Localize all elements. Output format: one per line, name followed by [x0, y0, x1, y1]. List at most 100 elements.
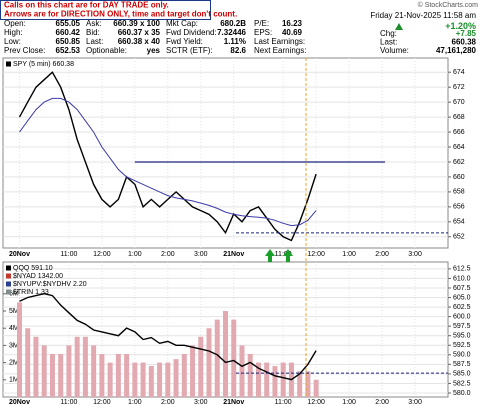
- legend-label: $NYAD 1342.00: [13, 273, 63, 280]
- x-tick-label: 21Nov: [223, 399, 244, 406]
- quote-value: 652.53: [56, 46, 81, 55]
- y2-tick-label: 4M: [9, 325, 19, 332]
- quote-label: Prev Close:: [4, 46, 45, 55]
- quote-value: yes: [147, 46, 161, 55]
- y-tick-label: 670: [453, 99, 465, 106]
- panel-frame: [2, 57, 449, 249]
- watermark: © StockCharts.com: [418, 1, 479, 9]
- volume-bar: [305, 371, 311, 397]
- volume-bar: [247, 354, 253, 397]
- volume-bar: [223, 311, 228, 397]
- y-tick-label: 587.5: [453, 361, 471, 368]
- quote-label: Next Earnings:: [254, 46, 306, 55]
- quote-label: Ask:: [86, 19, 102, 28]
- volume-bar: [91, 345, 97, 397]
- y-tick-label: 590.0: [453, 352, 471, 359]
- legend-swatch: [6, 61, 11, 67]
- up-triangle: [395, 23, 403, 30]
- volume-bar: [280, 362, 286, 397]
- quote-value: 660.42: [56, 28, 81, 37]
- volume-bar: [49, 354, 55, 397]
- x-tick-label: 1:00: [342, 399, 356, 406]
- legend-label: $TRIN 1.33: [13, 289, 49, 296]
- y-tick-label: 600.0: [453, 313, 471, 320]
- x-tick-label: 11:00: [275, 251, 292, 258]
- volume-bar: [206, 328, 212, 397]
- quote-value: 1.11%: [224, 37, 246, 46]
- y-tick-label: 656: [453, 204, 465, 211]
- quote-label: EPS:: [254, 28, 272, 37]
- volume-bar: [82, 336, 88, 397]
- volume-bar: [41, 345, 47, 397]
- volume-bar: [99, 354, 105, 397]
- y-tick-label: 674: [453, 69, 465, 76]
- quote-value: 660.39 x 100: [113, 19, 160, 28]
- legend-label: QQQ 591.10: [13, 265, 53, 272]
- x-tick-label: 20Nov: [9, 251, 30, 258]
- y-tick-label: 585.0: [453, 371, 471, 378]
- volume-bar: [165, 362, 171, 397]
- quote-label: Last:: [380, 38, 397, 47]
- quote-value: 16.23: [282, 19, 303, 28]
- x-tick-label: 1:00: [128, 251, 142, 258]
- volume-bar: [157, 362, 163, 397]
- x-tick-label: 11:00: [60, 399, 77, 406]
- x-tick-label: 2:00: [375, 251, 389, 258]
- x-tick-label: 1:00: [342, 251, 356, 258]
- quote-label: Mkt Cap:: [166, 19, 198, 28]
- y2-tick-label: 6M: [9, 291, 19, 298]
- volume-bar: [297, 371, 303, 397]
- x-tick-label: 2:00: [161, 399, 175, 406]
- quote-label: Low:: [4, 37, 21, 46]
- quote-value: 660.37 x 35: [118, 28, 161, 37]
- quote-value: 47,161,280: [436, 46, 477, 55]
- x-tick-label: 3:00: [194, 399, 208, 406]
- x-tick-label: 3:00: [408, 399, 422, 406]
- volume-bar: [74, 336, 80, 397]
- volume-bar: [181, 354, 187, 397]
- quote-value: 680.2B: [220, 19, 246, 28]
- quote-label: Optionable:: [86, 46, 127, 55]
- x-tick-label: 2:00: [161, 251, 175, 258]
- volume-bar: [124, 354, 130, 397]
- y-tick-label: 610.0: [453, 275, 471, 282]
- x-tick-label: 12:00: [93, 399, 111, 406]
- y-tick-label: 668: [453, 114, 465, 121]
- y-tick-label: 658: [453, 189, 465, 196]
- quote-label: P/E:: [254, 19, 269, 28]
- volume-bar: [198, 336, 204, 397]
- volume-bar: [190, 345, 196, 397]
- y2-tick-label: 2M: [9, 359, 19, 366]
- x-tick-label: 3:00: [194, 251, 208, 258]
- quote-label: Volume:: [380, 46, 409, 55]
- y2-tick-label: 5M: [9, 308, 19, 315]
- y-tick-label: 672: [453, 84, 465, 91]
- notice-line: Calls on this chart are for DAY TRADE on…: [4, 1, 169, 10]
- y2-tick-label: 1M: [9, 377, 19, 384]
- quote-label: Bid:: [86, 28, 100, 37]
- legend-swatch: [6, 281, 11, 287]
- x-tick-label: 11:00: [60, 251, 77, 258]
- y-tick-label: 595.0: [453, 333, 471, 340]
- legend-swatch: [6, 265, 11, 271]
- change-pct: +1.20%: [445, 21, 476, 31]
- quote-label: Last:: [86, 37, 103, 46]
- volume-bar: [16, 302, 22, 397]
- volume-bar: [115, 354, 121, 397]
- quote-value: 660.38 x 40: [118, 37, 161, 46]
- quote-label: Open:: [4, 19, 26, 28]
- y-tick-label: 612.5: [453, 266, 471, 273]
- volume-bar: [140, 362, 146, 397]
- y-tick-label: 605.0: [453, 294, 471, 301]
- quote-label: Fwd Dividend:: [166, 28, 217, 37]
- y-tick-label: 592.5: [453, 342, 471, 349]
- quote-value: +7.85: [456, 29, 477, 38]
- x-tick-label: 12:00: [93, 251, 111, 258]
- y-tick-label: 664: [453, 144, 465, 151]
- quote-value: 82.6: [230, 46, 246, 55]
- volume-bar: [264, 362, 270, 397]
- quote-value: 40.69: [282, 28, 303, 37]
- legend-label: SPY (5 min) 660.38: [13, 61, 74, 68]
